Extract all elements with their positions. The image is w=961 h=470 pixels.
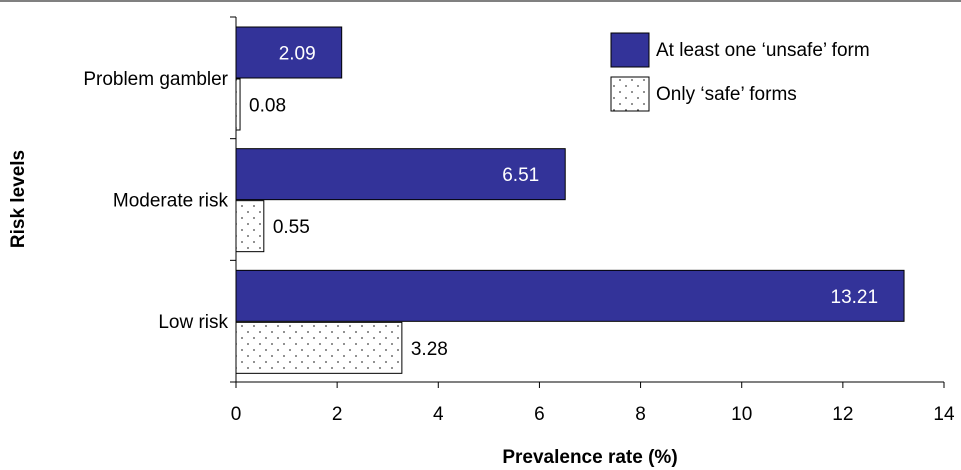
x-tick-label: 12 — [832, 404, 853, 425]
data-label-unsafe: 13.21 — [831, 287, 879, 308]
bar-unsafe — [235, 269, 905, 322]
data-label-unsafe: 6.51 — [502, 165, 539, 186]
bars — [235, 26, 905, 374]
category-label: Moderate risk — [113, 191, 229, 212]
data-label-unsafe: 2.09 — [279, 44, 316, 65]
x-axis-title: Prevalence rate (%) — [502, 447, 677, 468]
x-tick-label: 10 — [731, 404, 752, 425]
legend: At least one ‘unsafe’ form Only ‘safe’ f… — [610, 32, 870, 112]
y-axis-title: Risk levels — [8, 150, 29, 248]
bar-safe — [235, 78, 241, 131]
x-tick-label: 4 — [433, 404, 444, 425]
legend-label-safe: Only ‘safe’ forms — [656, 84, 797, 105]
x-tick-label: 0 — [231, 404, 242, 425]
data-label-safe: 0.55 — [273, 217, 310, 238]
bar-safe — [235, 200, 265, 253]
category-labels: Problem gambler Moderate risk Low risk — [83, 69, 228, 333]
category-label: Problem gambler — [83, 69, 228, 90]
bar-safe — [235, 321, 403, 374]
data-label-safe: 0.08 — [249, 96, 286, 117]
data-label-safe: 3.28 — [411, 339, 448, 360]
data-labels: 2.09 0.08 6.51 0.55 13.21 3.28 — [249, 44, 878, 360]
bar-unsafe — [235, 148, 566, 201]
y-axis-ticks — [230, 16, 236, 383]
legend-swatch-safe — [610, 76, 650, 112]
x-tick-label: 2 — [332, 404, 343, 425]
category-label: Low risk — [158, 312, 228, 333]
legend-label-unsafe: At least one ‘unsafe’ form — [656, 40, 870, 61]
x-axis-ticks: 0 2 4 6 8 10 12 14 — [231, 382, 955, 425]
x-tick-label: 6 — [534, 404, 545, 425]
x-tick-label: 14 — [933, 404, 955, 425]
x-tick-label: 8 — [635, 404, 646, 425]
bar-unsafe — [235, 26, 343, 79]
legend-swatch-unsafe — [610, 32, 650, 68]
